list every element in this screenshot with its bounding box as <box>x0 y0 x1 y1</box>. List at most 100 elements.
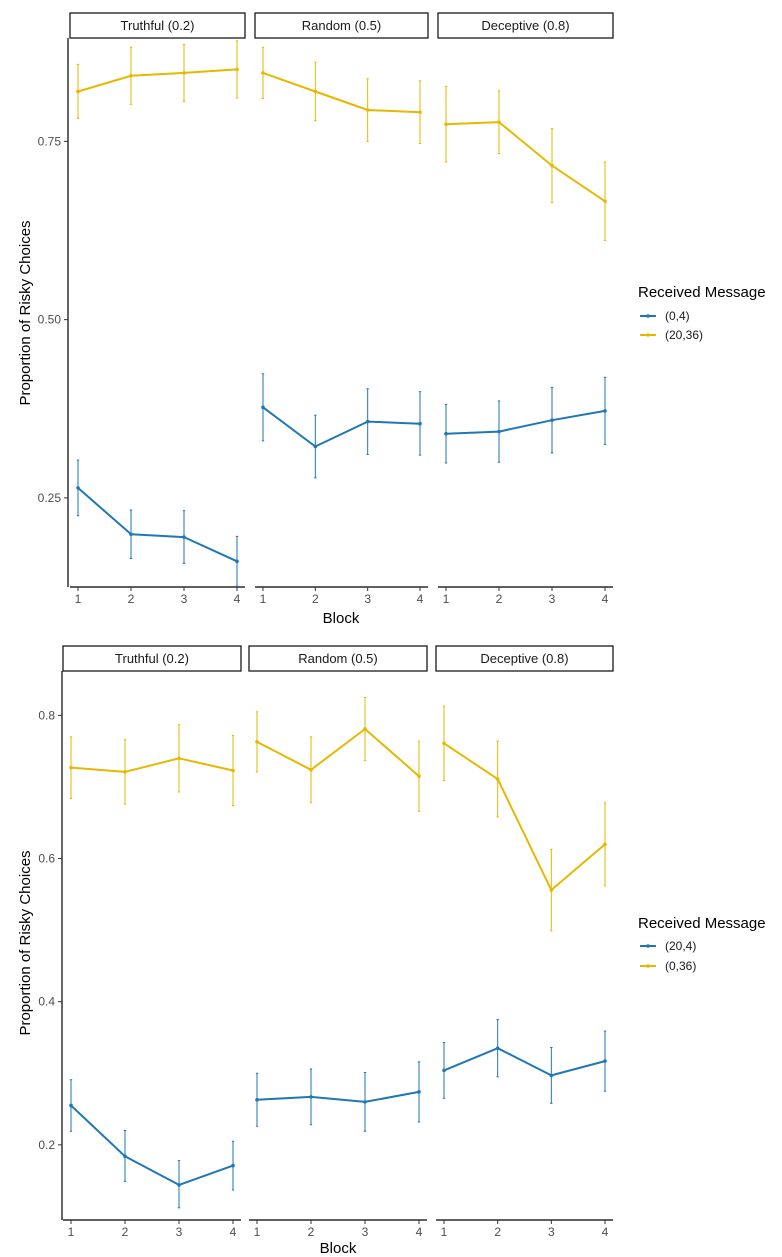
data-point <box>363 1100 367 1104</box>
data-point <box>365 419 370 424</box>
x-tick-label: 1 <box>441 1225 448 1239</box>
x-tick-label: 4 <box>230 1225 237 1239</box>
data-point <box>177 1183 181 1187</box>
legend-key <box>640 333 656 337</box>
x-axis-title: Block <box>320 1240 357 1257</box>
data-point <box>231 768 235 773</box>
legend-key <box>640 944 656 948</box>
y-tick-label: 0.6 <box>38 852 55 866</box>
data-point <box>235 67 239 72</box>
x-tick-label: 3 <box>181 592 188 606</box>
data-point <box>417 774 421 779</box>
data-point <box>182 71 186 75</box>
x-tick-label: 3 <box>364 592 371 606</box>
panel-1: Truthful (0.2) 1 2 3 4 <box>69 12 246 606</box>
data-point <box>69 1103 73 1108</box>
strip-box <box>254 12 429 39</box>
data-point <box>231 1163 235 1168</box>
data-point <box>261 71 265 75</box>
series-2 <box>255 696 421 812</box>
x-tick-label: 4 <box>602 1225 609 1239</box>
data-point <box>444 122 448 127</box>
data-point <box>549 888 554 892</box>
series-2 <box>444 85 607 241</box>
series-line <box>443 742 606 891</box>
data-point <box>549 1073 554 1078</box>
series-1 <box>444 376 607 464</box>
x-tick-label: 1 <box>443 592 450 606</box>
x-tick-label: 1 <box>254 1225 261 1239</box>
data-point <box>76 486 80 490</box>
series-line <box>256 1090 420 1103</box>
data-point <box>550 163 554 168</box>
series-line <box>77 487 238 563</box>
x-axis-title: Block <box>323 610 360 627</box>
y-tick-label: 0.8 <box>38 708 55 722</box>
data-point <box>603 409 607 413</box>
series-line <box>445 121 606 203</box>
series-1 <box>442 1019 607 1104</box>
legend-label: (0,36) <box>665 959 696 973</box>
data-point <box>603 1059 607 1063</box>
series-1 <box>255 1061 421 1132</box>
data-point <box>442 741 446 746</box>
data-point <box>363 727 367 731</box>
series-line <box>445 409 606 435</box>
x-tick-label: 1 <box>75 592 82 606</box>
series-line <box>443 1047 606 1077</box>
strip-box <box>248 645 428 672</box>
x-tick-label: 3 <box>362 1225 369 1239</box>
data-point <box>495 777 500 781</box>
y-axis-title: Proportion of Risky Choices <box>17 850 34 1035</box>
data-point <box>235 559 239 564</box>
x-tick-label: 4 <box>602 592 609 606</box>
data-point <box>69 765 73 770</box>
data-point <box>365 108 370 112</box>
data-point <box>603 199 607 204</box>
data-point <box>309 767 313 772</box>
legend-key-point <box>646 944 650 948</box>
x-tick-label: 3 <box>176 1225 183 1239</box>
data-point <box>309 1095 313 1099</box>
x-tick-label: 2 <box>312 592 319 606</box>
series-line <box>77 68 238 93</box>
legend-key-point <box>646 314 650 318</box>
x-tick-label: 3 <box>549 592 556 606</box>
data-point <box>550 418 554 422</box>
panel-3: Deceptive (0.8) 1 2 3 4 <box>437 12 614 606</box>
y-axis-title: Proportion of Risky Choices <box>17 220 34 405</box>
legend: Received Message (20,4) (0,36) <box>638 915 766 973</box>
legend-label: (20,36) <box>665 328 703 342</box>
y-tick-label: 0.50 <box>38 313 62 327</box>
y-tick-label: 0.75 <box>38 134 62 148</box>
data-point <box>313 444 318 449</box>
data-point <box>123 1154 127 1159</box>
data-point <box>418 421 422 426</box>
x-tick-label: 4 <box>417 592 424 606</box>
series-2 <box>69 724 235 807</box>
x-tick-label: 1 <box>260 592 267 606</box>
legend-key-point <box>646 964 650 968</box>
legend-key-point <box>646 333 650 337</box>
legend-key <box>640 964 656 968</box>
legend-title: Received Message <box>638 284 766 301</box>
series-1 <box>261 373 422 479</box>
panel-3: Deceptive (0.8) 1 2 3 4 <box>435 645 614 1239</box>
x-tick-label: 2 <box>496 592 503 606</box>
strip-box <box>69 12 246 39</box>
series-line <box>70 757 234 773</box>
strip-box <box>62 645 242 672</box>
legend: Received Message (0,4) (20,36) <box>638 284 766 342</box>
strip-label: Truthful (0.2) <box>115 651 189 666</box>
y-tick-label: 0.2 <box>38 1138 55 1152</box>
x-tick-label: 2 <box>494 1225 501 1239</box>
x-tick-label: 3 <box>548 1225 555 1239</box>
series-1 <box>69 1079 235 1209</box>
legend-label: (20,4) <box>665 939 696 953</box>
data-point <box>261 405 265 410</box>
data-point <box>123 770 127 774</box>
strip-label: Random (0.5) <box>298 651 377 666</box>
x-tick-label: 4 <box>234 592 241 606</box>
series-2 <box>261 46 422 145</box>
